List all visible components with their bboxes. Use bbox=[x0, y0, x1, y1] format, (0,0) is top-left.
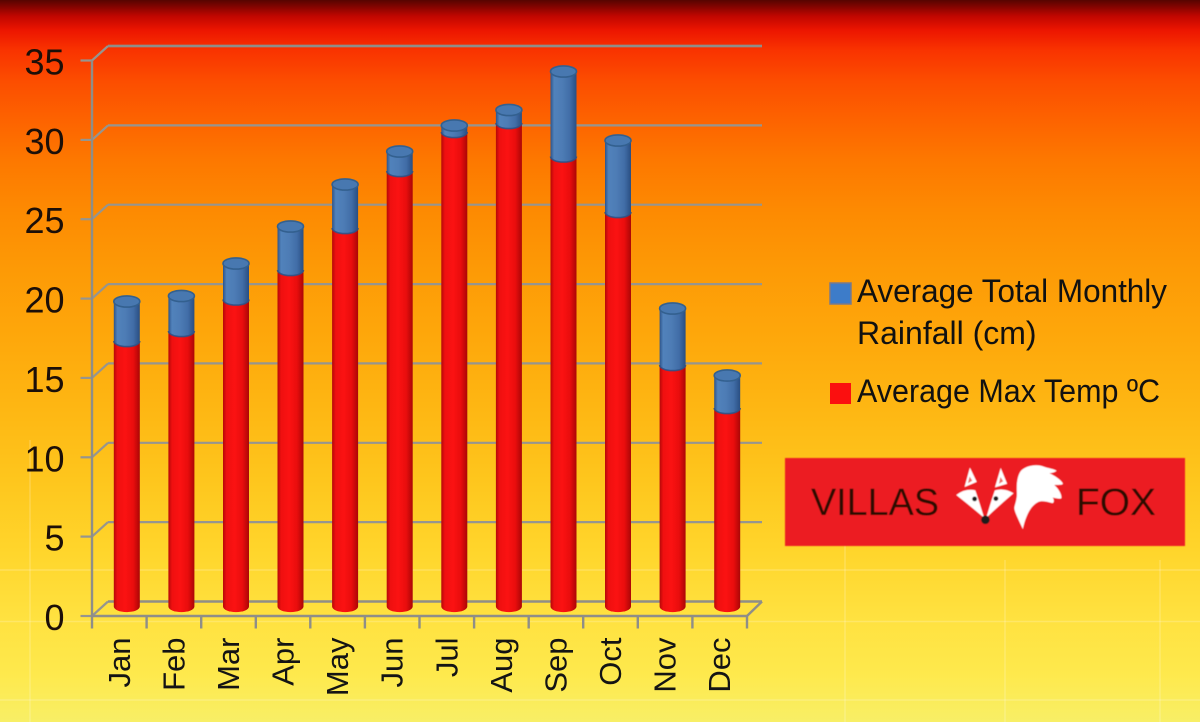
svg-text:FOX: FOX bbox=[1076, 482, 1156, 524]
svg-text:10: 10 bbox=[24, 438, 64, 479]
svg-text:0: 0 bbox=[44, 597, 64, 638]
svg-text:Feb: Feb bbox=[156, 638, 191, 691]
svg-text:Dec: Dec bbox=[702, 638, 737, 693]
svg-text:Jan: Jan bbox=[102, 638, 137, 688]
svg-text:Sep: Sep bbox=[539, 638, 574, 693]
svg-text:Mar: Mar bbox=[211, 638, 246, 691]
svg-text:Average Total Monthly: Average Total Monthly bbox=[857, 273, 1167, 309]
svg-text:Jul: Jul bbox=[429, 638, 464, 678]
svg-text:Jun: Jun bbox=[375, 638, 410, 688]
svg-text:Average Max Temp ºC: Average Max Temp ºC bbox=[857, 373, 1160, 409]
svg-text:Apr: Apr bbox=[266, 638, 301, 686]
svg-text:May: May bbox=[320, 637, 355, 696]
svg-text:15: 15 bbox=[24, 359, 64, 400]
svg-text:Aug: Aug bbox=[484, 638, 519, 693]
svg-text:Rainfall (cm): Rainfall (cm) bbox=[857, 315, 1037, 351]
svg-text:Nov: Nov bbox=[648, 637, 683, 693]
svg-text:25: 25 bbox=[24, 200, 64, 241]
svg-text:20: 20 bbox=[24, 280, 64, 321]
svg-text:35: 35 bbox=[24, 42, 64, 83]
svg-text:5: 5 bbox=[44, 518, 64, 559]
svg-text:VILLAS: VILLAS bbox=[811, 482, 939, 524]
svg-text:Oct: Oct bbox=[593, 637, 628, 686]
svg-text:30: 30 bbox=[24, 121, 64, 162]
